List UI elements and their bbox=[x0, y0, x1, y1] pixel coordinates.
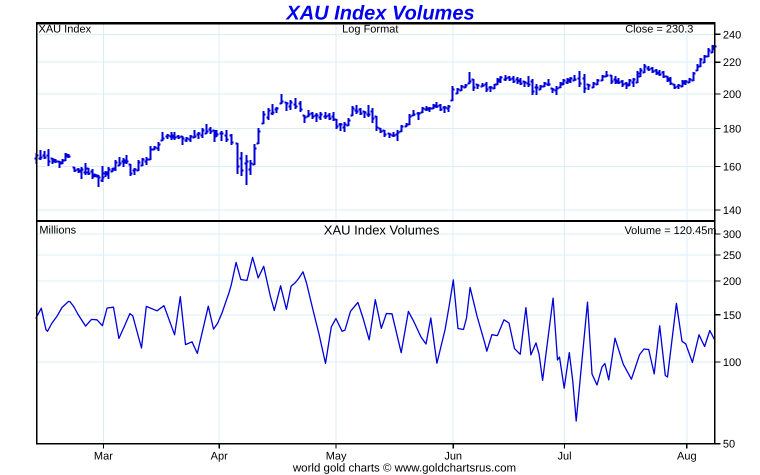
svg-text:150: 150 bbox=[723, 310, 741, 322]
svg-text:Millions: Millions bbox=[39, 225, 76, 237]
svg-text:XAU Index: XAU Index bbox=[39, 24, 92, 36]
svg-text:180: 180 bbox=[723, 124, 741, 136]
svg-text:world gold charts © www.goldch: world gold charts © www.goldchartsrus.co… bbox=[292, 462, 516, 474]
svg-text:200: 200 bbox=[723, 89, 741, 101]
svg-text:50: 50 bbox=[723, 439, 735, 451]
svg-text:Jul: Jul bbox=[557, 451, 571, 463]
svg-text:200: 200 bbox=[723, 276, 741, 288]
svg-text:240: 240 bbox=[723, 29, 741, 41]
svg-text:May: May bbox=[326, 451, 347, 463]
svg-text:160: 160 bbox=[723, 161, 741, 173]
svg-text:XAU Index Volumes: XAU Index Volumes bbox=[285, 3, 474, 25]
svg-text:300: 300 bbox=[723, 229, 741, 241]
svg-text:250: 250 bbox=[723, 250, 741, 262]
svg-text:100: 100 bbox=[723, 357, 741, 369]
svg-text:Jun: Jun bbox=[444, 451, 462, 463]
svg-text:Log Format: Log Format bbox=[342, 24, 398, 36]
svg-text:220: 220 bbox=[723, 57, 741, 69]
svg-text:Aug: Aug bbox=[677, 451, 697, 463]
svg-text:Volume = 120.45m: Volume = 120.45m bbox=[624, 225, 716, 237]
svg-text:140: 140 bbox=[723, 205, 741, 217]
svg-text:Mar: Mar bbox=[94, 451, 113, 463]
svg-text:Apr: Apr bbox=[211, 451, 228, 463]
svg-text:XAU Index Volumes: XAU Index Volumes bbox=[324, 223, 440, 238]
svg-text:Close = 230.3: Close = 230.3 bbox=[625, 24, 693, 36]
